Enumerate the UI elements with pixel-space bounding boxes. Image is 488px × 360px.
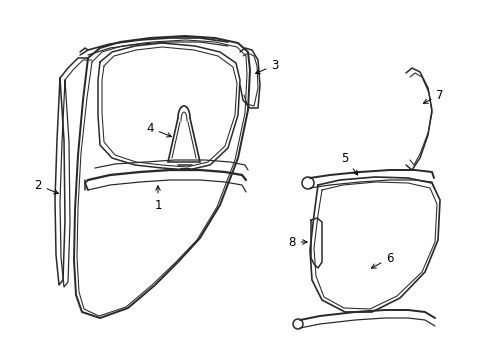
Text: 8: 8 [288, 235, 306, 248]
Text: 5: 5 [341, 152, 357, 175]
Text: 7: 7 [423, 89, 443, 103]
Text: 3: 3 [255, 59, 278, 74]
Text: 1: 1 [154, 186, 162, 212]
Text: 2: 2 [34, 179, 58, 194]
Text: 4: 4 [146, 122, 171, 137]
Text: 6: 6 [370, 252, 393, 268]
